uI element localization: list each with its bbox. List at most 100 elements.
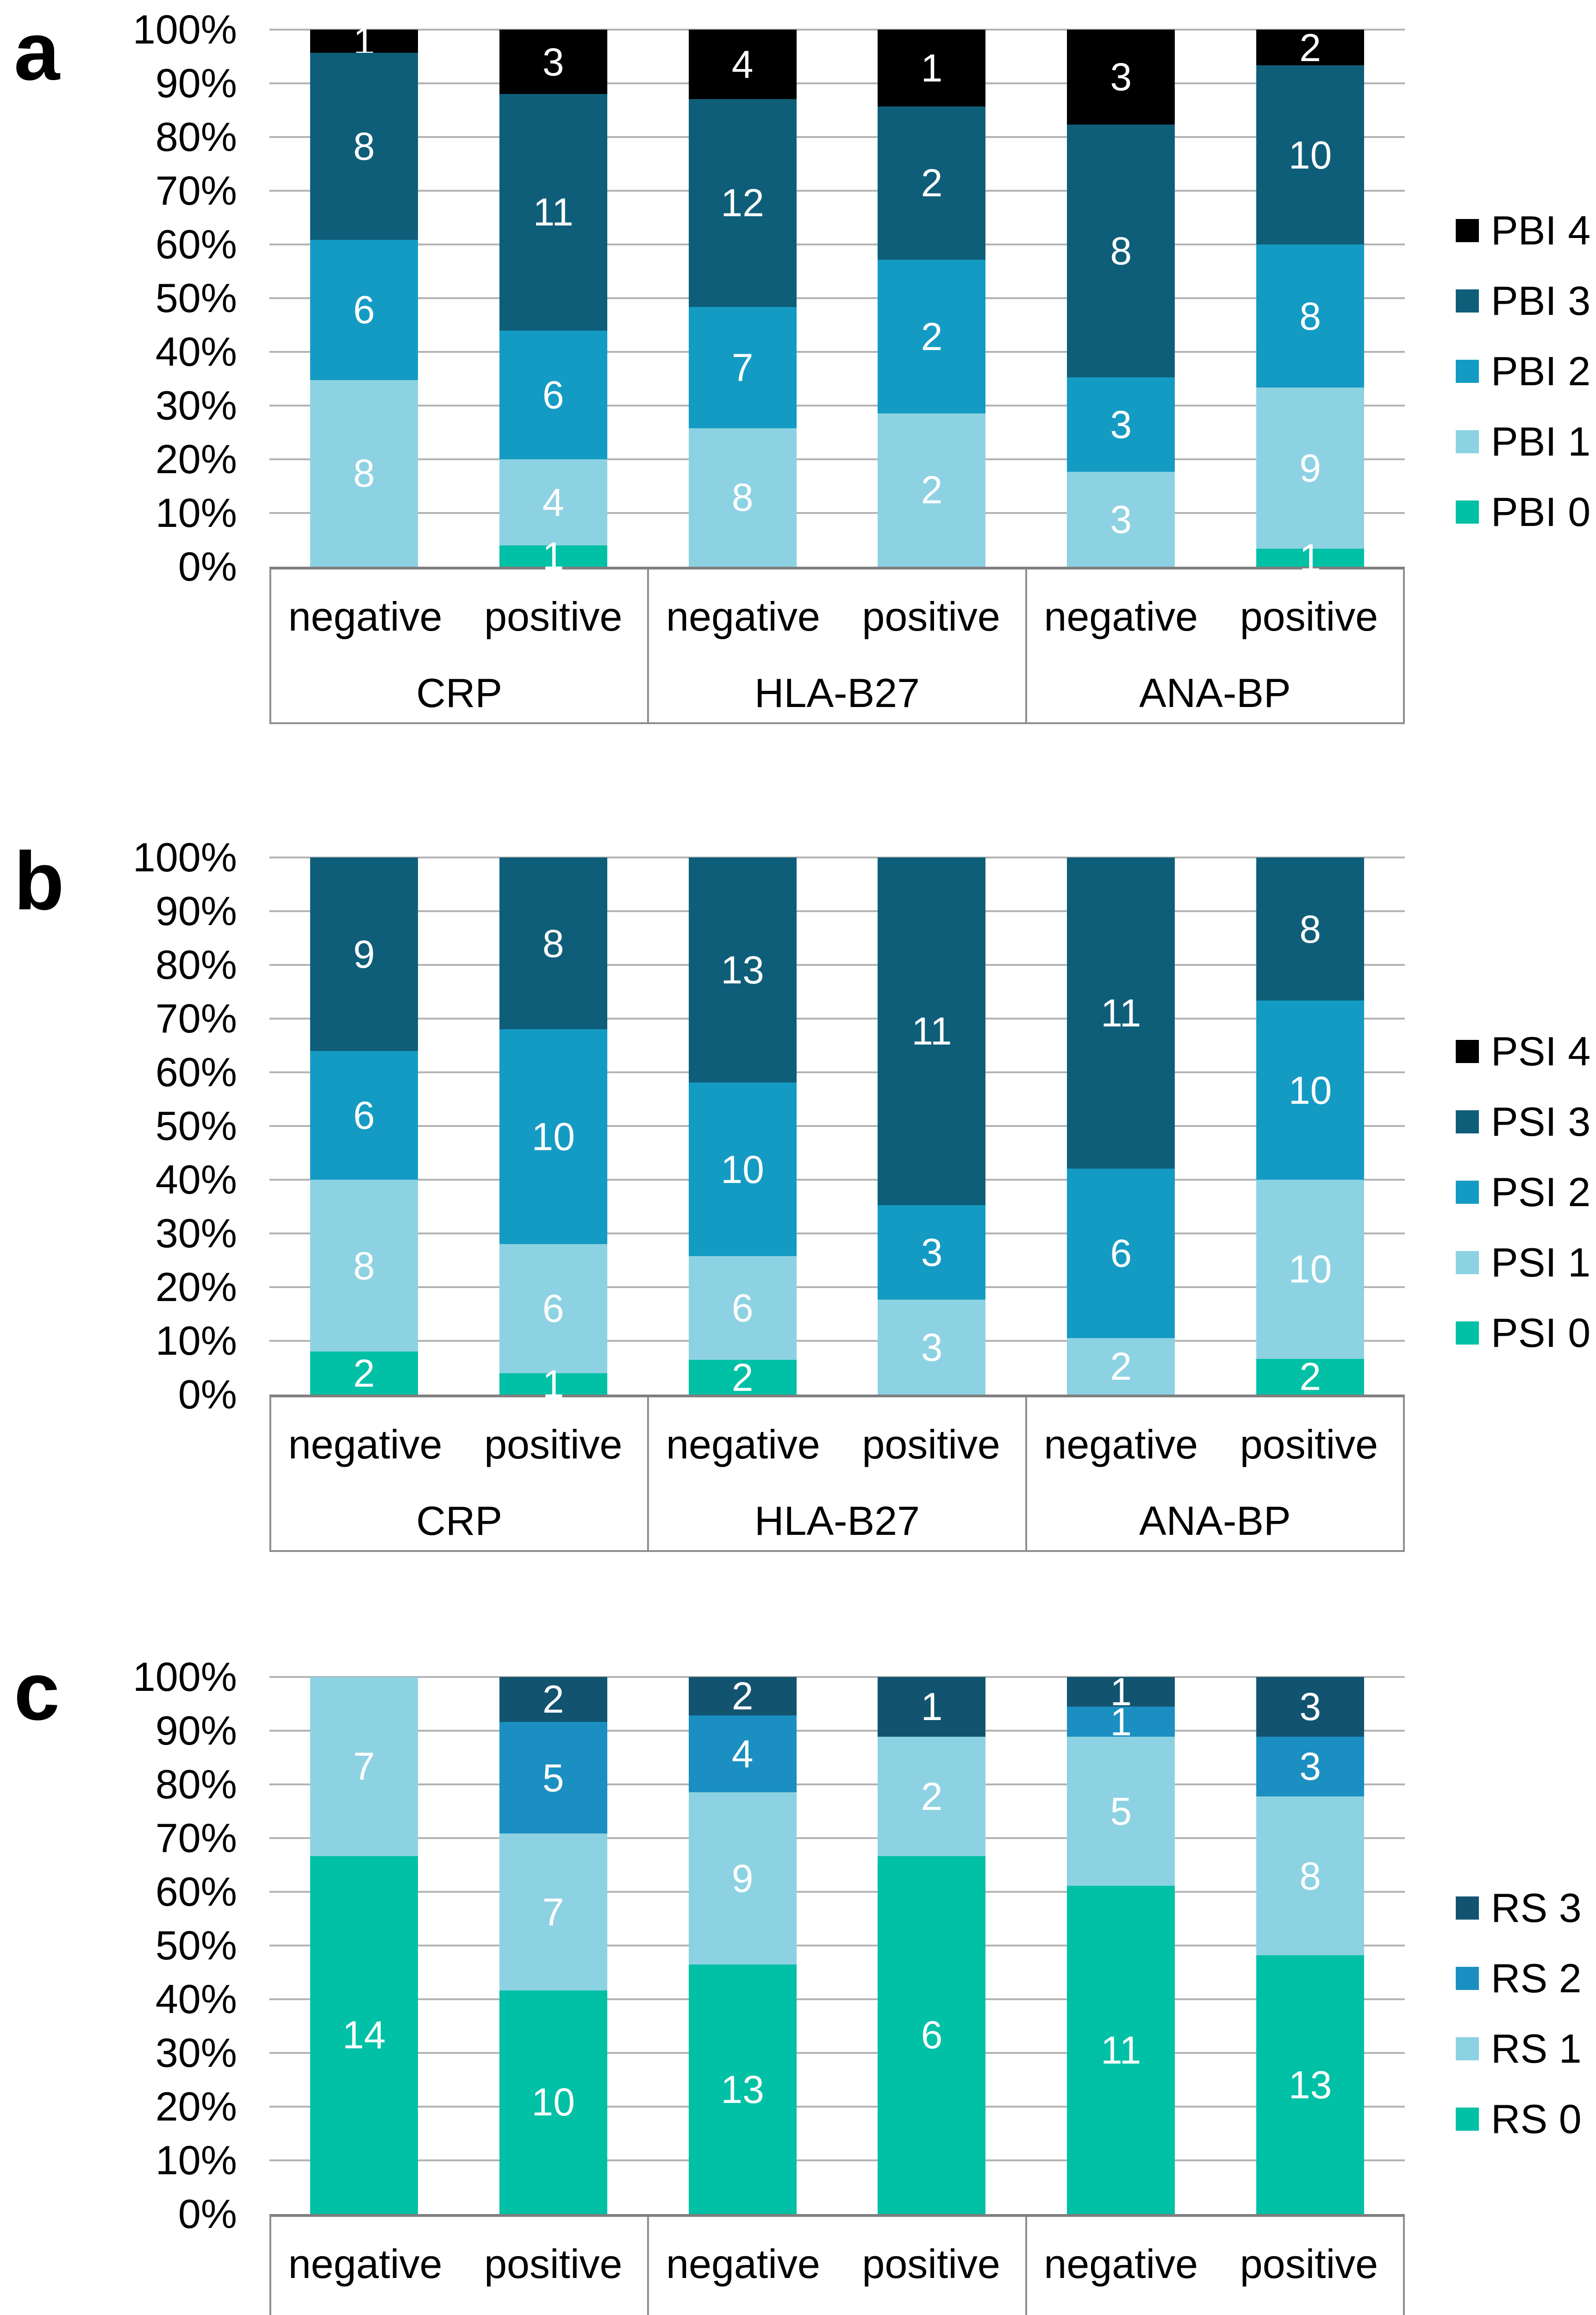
axis-group: negative positive ANA-BP xyxy=(1025,2217,1403,2315)
y-axis: 100% 90% 80% 70% 60% 50% 40% 30% 20% 10% 0% xyxy=(0,837,269,1415)
bar-category-label: positive xyxy=(862,1421,1000,1468)
gridline xyxy=(269,458,1405,460)
bar-segment: 10 xyxy=(1256,65,1365,245)
x-axis: negative positive CRP negative positive HLA-B… xyxy=(269,1395,1405,1552)
group-label: ANA-BP xyxy=(1139,1498,1291,1544)
gridline xyxy=(269,964,1405,966)
bar-segment: 1 xyxy=(310,22,418,61)
bar-value-label: 1 xyxy=(921,46,943,90)
bar-slot: 1 2 2 2 xyxy=(837,30,1027,567)
group-label: ANA-BP xyxy=(1139,670,1291,716)
y-tick-label: 60% xyxy=(155,1869,237,1915)
bar-category-label: positive xyxy=(1240,2241,1378,2287)
y-tick-label: 20% xyxy=(155,1264,237,1310)
axis-group: negative positive HLA-B27 xyxy=(647,2217,1025,2315)
bar-value-label: 10 xyxy=(1288,1247,1332,1291)
y-tick-label: 70% xyxy=(155,1815,237,1861)
bar-category-label: negative xyxy=(1044,2241,1198,2287)
bar-segment: 6 xyxy=(878,1856,986,2214)
bar-value-label: 3 xyxy=(1299,1745,1321,1789)
stacked-bar: 2 5 7 10 xyxy=(499,1677,607,2214)
gridline xyxy=(269,2052,1405,2054)
stacked-bar: 1 2 6 xyxy=(878,1677,986,2214)
y-tick-label: 20% xyxy=(155,436,237,482)
bar-category-label: negative xyxy=(1044,594,1198,640)
legend-item: PSI 2 xyxy=(1456,1172,1596,1213)
bar-value-label: 13 xyxy=(721,2067,764,2111)
gridline xyxy=(269,1233,1405,1234)
legend-label: PSI 4 xyxy=(1491,1028,1591,1074)
group-label: HLA-B27 xyxy=(754,1498,920,1544)
bar-group: 13 10 6 2 11 3 3 xyxy=(648,857,1027,1397)
bar-value-label: 6 xyxy=(542,373,564,417)
bar-value-label: 5 xyxy=(1110,1789,1132,1833)
y-tick-label: 30% xyxy=(155,2030,237,2076)
axis-group: negative positive CRP xyxy=(271,569,647,722)
stacked-bar: 8 10 6 1 xyxy=(499,857,607,1403)
bar-segment: 3 xyxy=(1256,1677,1365,1737)
y-tick-label: 0% xyxy=(178,2191,237,2237)
y-tick-label: 100% xyxy=(132,834,237,880)
bar-category-label: positive xyxy=(862,2241,1000,2287)
gridline xyxy=(269,1730,1405,1732)
bar-slot: 3 8 3 3 xyxy=(1026,30,1216,567)
bar-segment: 1 xyxy=(499,537,607,576)
bar-segment: 2 xyxy=(499,1677,607,1722)
bar-slot: 2 4 9 13 xyxy=(648,1677,837,2214)
bar-value-label: 8 xyxy=(1299,907,1321,951)
bar-value-label: 3 xyxy=(921,1325,943,1369)
bar-segment: 6 xyxy=(1067,1168,1175,1338)
gridline xyxy=(269,1783,1405,1785)
group-label: CRP xyxy=(416,670,503,716)
legend-label: RS 0 xyxy=(1491,2096,1582,2142)
legend-label: RS 3 xyxy=(1491,1885,1582,1931)
bar-value-label: 1 xyxy=(921,1685,943,1729)
panel-c: c 100% 90% 80% 70% 60% 50% 40% 30% 20% 10% 0% 7 14 2… xyxy=(0,1591,1596,2315)
gridline xyxy=(269,351,1405,353)
legend-label: RS 1 xyxy=(1491,2026,1582,2071)
bar-category-label: positive xyxy=(1240,1421,1378,1468)
gridline xyxy=(269,244,1405,245)
legend: PSI 4 PSI 3 PSI 2 PSI 1 PSI 0 xyxy=(1405,857,1596,1395)
plot-stack: 9 6 8 2 8 10 6 1 13 10 6 2 11 3 3 11 6 2 8 10 10 2 negative po… xyxy=(269,857,1405,1552)
gridline xyxy=(269,190,1405,192)
y-tick-label: 10% xyxy=(155,490,237,536)
y-tick-label: 90% xyxy=(155,60,237,106)
bar-value-label: 1 xyxy=(1299,536,1321,580)
bar-value-label: 10 xyxy=(1288,1068,1332,1112)
stacked-bar: 11 6 2 xyxy=(1067,857,1175,1395)
bar-category-label: negative xyxy=(666,594,820,640)
bar-value-label: 6 xyxy=(1110,1231,1132,1275)
legend-swatch xyxy=(1456,1181,1479,1204)
legend-item: PSI 3 xyxy=(1456,1101,1596,1142)
bar-segment: 6 xyxy=(688,1256,797,1360)
bar-value-label: 7 xyxy=(542,1890,564,1934)
bar-segment: 4 xyxy=(499,459,607,545)
legend-item: PBI 0 xyxy=(1456,492,1596,532)
bar-value-label: 8 xyxy=(1110,229,1132,273)
legend-swatch xyxy=(1456,289,1479,313)
bar-value-label: 7 xyxy=(731,345,754,389)
legend-swatch xyxy=(1456,1040,1479,1063)
bar-category-label: positive xyxy=(1240,594,1378,640)
plot-area: 7 14 2 5 7 10 2 4 9 13 1 2 6 1 1 5 11 3 3 8 13 xyxy=(269,1672,1405,2214)
y-tick-label: 70% xyxy=(155,168,237,213)
x-axis: negative positive CRP negative positive HLA-B… xyxy=(269,567,1405,724)
bar-labels-row: negative positive xyxy=(649,1397,1025,1492)
bar-category-label: positive xyxy=(484,594,623,640)
bar-segment: 9 xyxy=(1256,388,1365,549)
stacked-bar: 1 2 2 2 xyxy=(878,30,986,567)
bar-segment: 2 xyxy=(878,1736,986,1856)
bar-segment: 1 xyxy=(878,30,986,106)
legend-item: RS 3 xyxy=(1456,1888,1596,1928)
legend-item: PSI 0 xyxy=(1456,1313,1596,1353)
bar-segment: 1 xyxy=(1067,1672,1175,1711)
bar-value-label: 8 xyxy=(731,476,754,519)
bar-value-label: 2 xyxy=(921,468,943,512)
y-tick-label: 40% xyxy=(155,329,237,375)
bar-value-label: 6 xyxy=(542,1287,564,1331)
bar-segment: 8 xyxy=(688,428,797,567)
bar-segment: 5 xyxy=(499,1721,607,1834)
bar-segment: 14 xyxy=(310,1856,418,2214)
panel-letter: c xyxy=(14,1645,60,1737)
